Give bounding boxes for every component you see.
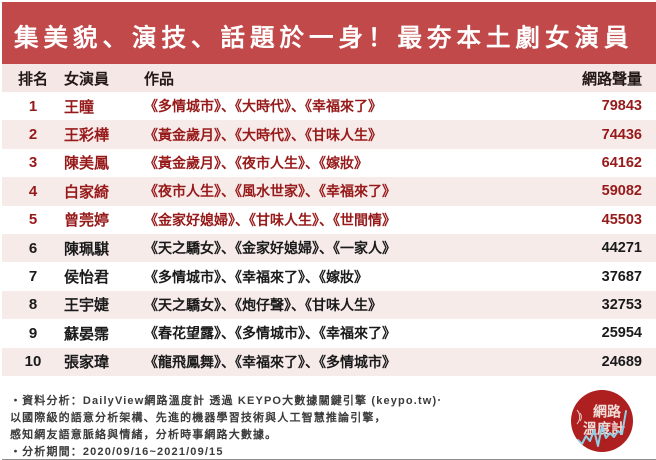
svg-text:網路: 網路 (593, 404, 622, 420)
